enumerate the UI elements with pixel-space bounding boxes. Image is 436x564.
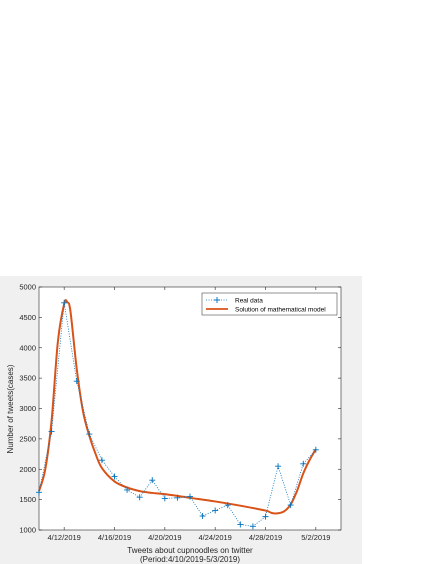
real-data-point — [124, 486, 131, 493]
x-tick-label: 4/28/2019 — [249, 533, 282, 542]
figure-window: 1000 1500 2000 2500 3000 3500 4000 4500 5000 4/1… — [0, 276, 362, 564]
y-axis-label: Number of tweets(cases) — [6, 364, 15, 453]
real-data-point — [300, 460, 307, 467]
y-tick-label: 2000 — [19, 465, 36, 474]
x-axis: 4/12/2019 4/16/2019 4/20/2019 4/24/2019 4/28… — [47, 287, 330, 542]
x-tick-label: 4/24/2019 — [198, 533, 231, 542]
legend-marker-real — [214, 297, 220, 303]
real-data-point — [61, 299, 68, 306]
legend-box — [201, 292, 338, 316]
real-data-point — [237, 521, 244, 528]
y-tick-label: 5000 — [19, 283, 36, 292]
y-tick-label: 2500 — [19, 434, 36, 443]
x-tick-label: 5/2/2019 — [301, 533, 330, 542]
x-axis-label-line2: (Period:4/10/2019-5/3/2019) — [140, 555, 240, 564]
y-axis: 1000 1500 2000 2500 3000 3500 4000 4500 5000 — [19, 283, 341, 535]
real-data-point — [312, 446, 319, 453]
legend-label-real: Real data — [235, 298, 263, 305]
plot-area — [38, 286, 342, 531]
y-tick-label: 3000 — [19, 404, 36, 413]
real-data-point — [249, 523, 256, 530]
real-data-point — [262, 513, 269, 520]
y-tick-label: 1500 — [19, 495, 36, 504]
y-tick-label: 3500 — [19, 374, 36, 383]
legend-label-model: Solution of mathematical model — [235, 307, 326, 314]
y-tick-label: 1000 — [19, 526, 36, 535]
model-series-line — [38, 299, 317, 515]
real-data-point — [212, 507, 219, 514]
real-data-point — [136, 494, 143, 501]
real-data-point — [287, 502, 294, 509]
real-data-point — [149, 477, 156, 484]
x-tick-label: 4/12/2019 — [47, 533, 80, 542]
real-data-point — [48, 428, 55, 435]
real-data-point — [98, 457, 105, 464]
real-data-point — [111, 473, 118, 480]
real-data-point — [174, 494, 181, 501]
real-data-point — [36, 489, 42, 496]
real-data-point — [187, 493, 193, 500]
x-axis-label-line1: Tweets about cupnoodles on twitter — [127, 546, 253, 555]
real-data-point — [86, 431, 93, 438]
series-layer — [36, 299, 319, 530]
x-tick-label: 4/20/2019 — [148, 533, 181, 542]
y-tick-label: 4000 — [19, 343, 36, 352]
real-data-point — [161, 495, 168, 502]
real-data-point — [275, 463, 282, 470]
y-tick-label: 4500 — [19, 313, 36, 322]
real-data-point — [224, 502, 231, 509]
x-tick-label: 4/16/2019 — [98, 533, 131, 542]
real-data-line — [38, 302, 317, 527]
real-data-point — [199, 513, 206, 520]
legend: Real data Solution of mathematical model — [201, 292, 338, 316]
real-data-point — [73, 378, 80, 385]
chart: 1000 1500 2000 2500 3000 3500 4000 4500 5000 4/1… — [6, 283, 342, 564]
